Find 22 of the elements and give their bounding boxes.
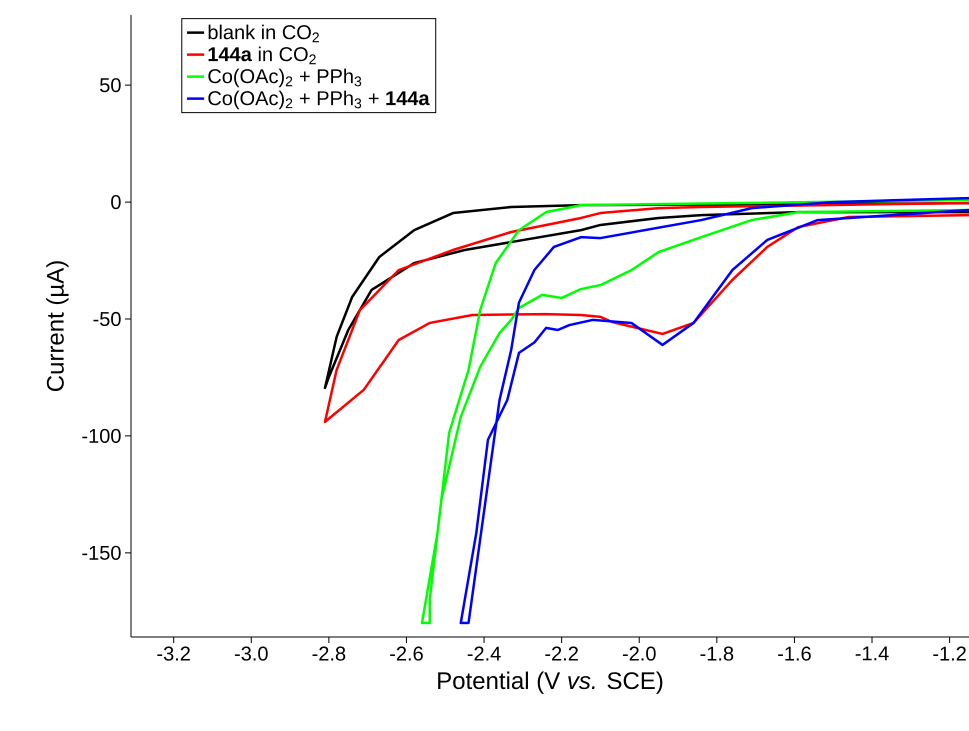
y-tick-label: 0: [111, 194, 121, 210]
x-tick-label: -2.4: [468, 646, 501, 660]
y-tick-label: -100: [82, 428, 121, 443]
y-tick-label: -50: [93, 312, 121, 326]
x-axis-title: Potential (V vs. SCE): [438, 672, 662, 694]
x-tick-label: -1.2: [933, 646, 966, 660]
x-tick-label: -2.8: [312, 646, 346, 661]
x-tick-label: -3.2: [157, 646, 190, 661]
legend-label: Co(OAc)$_{2}$ + PPh$_{3}$ + 144a: [208, 90, 430, 110]
legend-label: blank in CO$_{2}$: [208, 24, 319, 42]
legend-label: Co(OAc)$_{2}$ + PPh$_{3}$: [208, 68, 362, 88]
y-tick-label: 50: [100, 78, 121, 92]
x-tick-label: -2.6: [390, 646, 423, 661]
x-tick-label: -1.4: [856, 646, 889, 660]
x-tick-label: -3.0: [234, 646, 268, 661]
y-tick-label: -150: [82, 546, 121, 560]
x-tick-label: -2.2: [545, 646, 578, 660]
x-tick-label: -1.8: [700, 646, 734, 661]
x-tick-label: -2.0: [622, 646, 656, 661]
x-tick-label: -1.6: [778, 646, 811, 661]
legend-label: 144a in CO$_{2}$: [208, 46, 316, 64]
y-axis-title: Current (µA): [46, 261, 69, 392]
